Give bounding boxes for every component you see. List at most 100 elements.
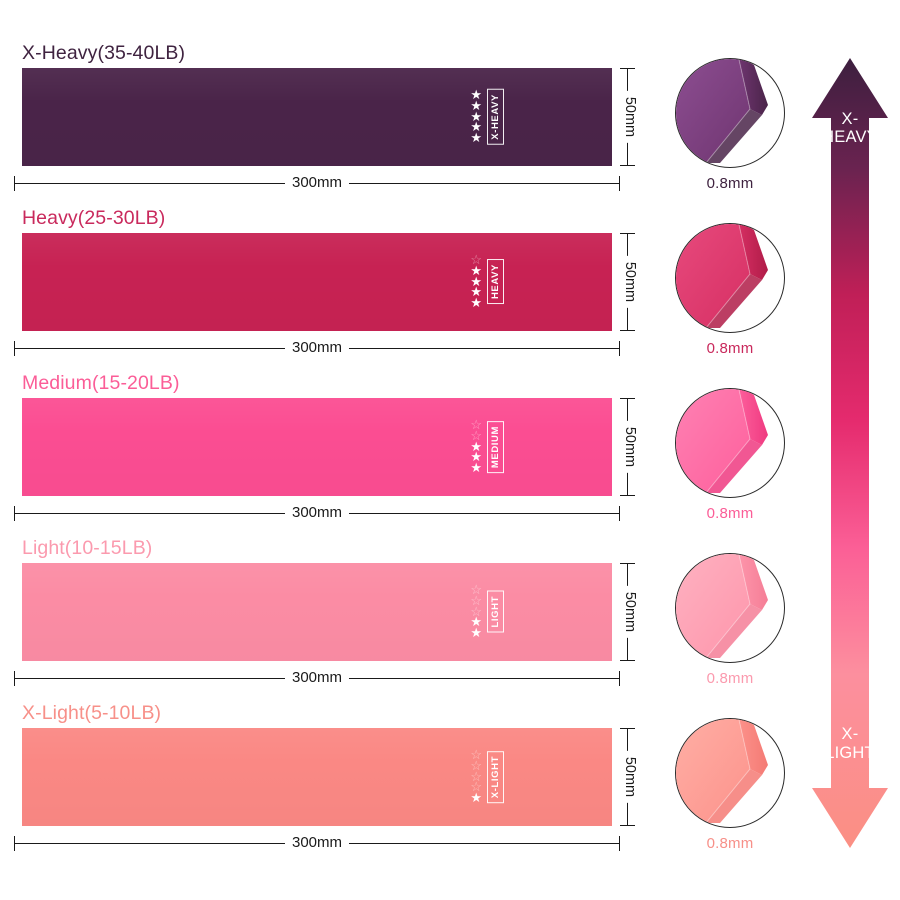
thickness-detail: 0.8mm <box>666 223 794 357</box>
dimension-tick-top <box>620 728 635 729</box>
band-sheen <box>22 728 612 826</box>
band-title: X-Heavy(35-40LB) <box>22 42 186 64</box>
dimension-tick-bottom <box>620 330 635 331</box>
band-print-mark: ☆ ☆ ☆ ☆ ★ X-LIGHT <box>470 739 504 815</box>
dimension-tick-top <box>620 233 635 234</box>
height-dimension-label: 50mm <box>622 750 638 804</box>
star-filled-icon: ★ <box>470 284 482 300</box>
arrow-top-label-line1: X- <box>841 110 859 128</box>
thickness-label: 0.8mm <box>706 175 754 192</box>
dimension-tick-top <box>620 398 635 399</box>
thickness-detail: 0.8mm <box>666 553 794 687</box>
thickness-label: 0.8mm <box>706 505 754 522</box>
star-rating: ☆ ☆ ☆ ★ ★ <box>470 582 482 640</box>
resistance-band-strip: ☆ ☆ ☆ ☆ ★ X-LIGHT <box>22 728 612 826</box>
resistance-band-strip: ☆ ★ ★ ★ ★ HEAVY <box>22 233 612 331</box>
resistance-band-strip: ★ ★ ★ ★ ★ X-HEAVY <box>22 68 612 166</box>
band-sheen <box>22 563 612 661</box>
resistance-band-strip: ☆ ☆ ★ ★ ★ MEDIUM <box>22 398 612 496</box>
dimension-tick-bottom <box>620 825 635 826</box>
dimension-tick-left <box>14 671 15 686</box>
height-dimension: 50mm <box>620 68 648 166</box>
height-dimension: 50mm <box>620 728 648 826</box>
arrow-bottom-label-line1: X- <box>841 725 859 744</box>
dimension-tick-top <box>620 563 635 564</box>
star-filled-icon: ★ <box>470 263 482 279</box>
thickness-magnifier-circle <box>675 388 785 498</box>
thickness-magnifier-circle <box>675 553 785 663</box>
band-sheen <box>22 233 612 331</box>
star-hollow-icon: ☆ <box>470 768 482 784</box>
thickness-label: 0.8mm <box>706 670 754 687</box>
dimension-tick-left <box>14 506 15 521</box>
band-sheen <box>22 68 612 166</box>
dimension-tick-top <box>620 68 635 69</box>
band-title: X-Light(5-10LB) <box>22 702 162 724</box>
width-dimension-label: 300mm <box>284 502 350 524</box>
band-mark-label: X-HEAVY <box>487 89 504 145</box>
arrow-top-label: X- HEAVY <box>812 110 888 147</box>
width-dimension: 300mm <box>14 832 620 854</box>
star-filled-icon: ★ <box>470 108 482 124</box>
star-hollow-icon: ☆ <box>470 252 482 268</box>
star-filled-icon: ★ <box>470 294 482 310</box>
dimension-tick-left <box>14 341 15 356</box>
band-print-mark: ☆ ★ ★ ★ ★ HEAVY <box>470 244 504 320</box>
dimension-tick-right <box>619 836 620 851</box>
star-hollow-icon: ☆ <box>470 747 482 763</box>
star-hollow-icon: ☆ <box>470 603 482 619</box>
band-title: Light(10-15LB) <box>22 537 153 559</box>
width-dimension-label: 300mm <box>284 172 350 194</box>
dimension-tick-right <box>619 176 620 191</box>
dimension-tick-bottom <box>620 660 635 661</box>
star-filled-icon: ★ <box>470 87 482 103</box>
thickness-magnifier-circle <box>675 718 785 828</box>
band-print-mark: ★ ★ ★ ★ ★ X-HEAVY <box>470 79 504 155</box>
width-dimension-label: 300mm <box>284 667 350 689</box>
band-mark-label: MEDIUM <box>487 420 504 474</box>
star-rating: ☆ ☆ ☆ ☆ ★ <box>470 747 482 805</box>
strength-gradient-arrow: X- HEAVY X- LIGHT <box>812 58 888 848</box>
height-dimension: 50mm <box>620 233 648 331</box>
star-filled-icon: ★ <box>470 438 482 454</box>
height-dimension-label: 50mm <box>622 90 638 144</box>
thickness-magnifier-circle <box>675 223 785 333</box>
dimension-tick-left <box>14 176 15 191</box>
star-filled-icon: ★ <box>470 119 482 135</box>
star-hollow-icon: ☆ <box>470 428 482 444</box>
arrow-bottom-label-line2: LIGHT <box>825 743 875 762</box>
star-filled-icon: ★ <box>470 449 482 465</box>
star-hollow-icon: ☆ <box>470 779 482 795</box>
height-dimension: 50mm <box>620 398 648 496</box>
band-title: Medium(15-20LB) <box>22 372 180 394</box>
star-filled-icon: ★ <box>470 624 482 640</box>
arrow-top-label-line2: HEAVY <box>822 128 878 147</box>
width-dimension-label: 300mm <box>284 337 350 359</box>
width-dimension: 300mm <box>14 337 620 359</box>
band-print-mark: ☆ ☆ ☆ ★ ★ LIGHT <box>470 574 504 650</box>
star-rating: ☆ ★ ★ ★ ★ <box>470 252 482 310</box>
star-filled-icon: ★ <box>470 614 482 630</box>
star-filled-icon: ★ <box>470 98 482 114</box>
band-print-mark: ☆ ☆ ★ ★ ★ MEDIUM <box>470 409 504 485</box>
band-mark-label: X-LIGHT <box>487 750 504 804</box>
star-filled-icon: ★ <box>470 789 482 805</box>
thickness-label: 0.8mm <box>706 340 754 357</box>
star-hollow-icon: ☆ <box>470 582 482 598</box>
dimension-tick-right <box>619 341 620 356</box>
dimension-tick-right <box>619 671 620 686</box>
star-hollow-icon: ☆ <box>470 758 482 774</box>
band-mark-label: HEAVY <box>487 259 504 305</box>
height-dimension-label: 50mm <box>622 255 638 309</box>
height-dimension-label: 50mm <box>622 420 638 474</box>
thickness-detail: 0.8mm <box>666 388 794 522</box>
star-filled-icon: ★ <box>470 273 482 289</box>
height-dimension-label: 50mm <box>622 585 638 639</box>
width-dimension-label: 300mm <box>284 832 350 854</box>
band-mark-label: LIGHT <box>487 591 504 633</box>
width-dimension: 300mm <box>14 172 620 194</box>
dimension-tick-left <box>14 836 15 851</box>
height-dimension: 50mm <box>620 563 648 661</box>
star-hollow-icon: ☆ <box>470 593 482 609</box>
